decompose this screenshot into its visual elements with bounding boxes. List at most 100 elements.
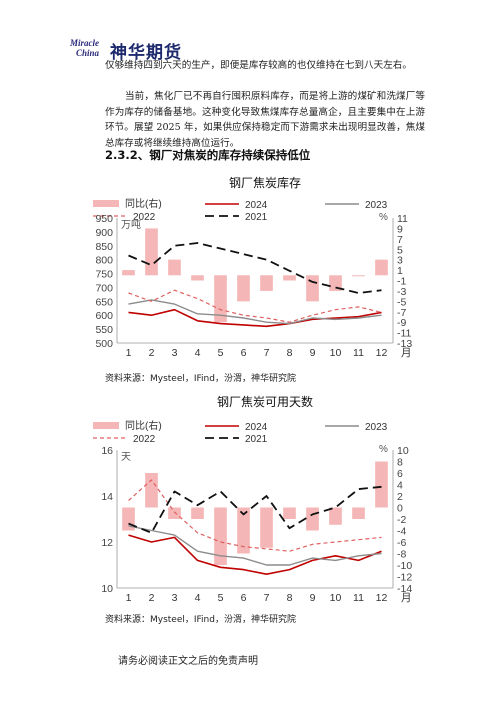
y-tick-right: -8 — [397, 549, 406, 561]
bar-yoy — [352, 507, 365, 519]
bar-yoy — [237, 507, 250, 554]
x-tick-label: 8 — [287, 592, 293, 604]
x-tick-label: 2 — [149, 347, 155, 359]
y-tick-right: 2 — [397, 491, 403, 503]
legend-swatch-yoy — [93, 200, 119, 207]
bar-yoy — [260, 275, 273, 291]
y-tick-right: 1 — [397, 265, 403, 277]
left-axis-unit: 天 — [121, 452, 131, 463]
x-axis-unit: 月 — [401, 592, 412, 604]
legend-label-2023: 2023 — [365, 422, 388, 433]
y-tick-right: 11 — [397, 213, 408, 225]
x-tick-label: 11 — [353, 347, 364, 359]
x-tick-label: 3 — [172, 592, 178, 604]
legend-label-2021: 2021 — [245, 212, 268, 223]
series-line-2022 — [128, 479, 382, 552]
series-line-2022 — [128, 289, 382, 323]
x-tick-label: 7 — [264, 347, 270, 359]
x-tick-label: 7 — [264, 592, 270, 604]
y-tick-left: 14 — [101, 491, 113, 503]
x-tick-label: 1 — [126, 347, 132, 359]
y-tick-right: -2 — [397, 514, 406, 526]
y-tick-right: -9 — [397, 317, 406, 329]
legend-swatch-yoy — [93, 422, 119, 429]
bar-yoy — [375, 461, 388, 508]
y-tick-right: 4 — [397, 480, 403, 492]
x-tick-label: 4 — [195, 347, 201, 359]
x-tick-label: 10 — [330, 347, 342, 359]
x-tick-label: 8 — [287, 347, 293, 359]
chart2-title: 钢厂焦炭可用天数 — [216, 395, 313, 409]
y-tick-right: -12 — [397, 572, 412, 584]
y-tick-right: 0 — [397, 503, 403, 515]
bar-yoy — [191, 275, 204, 281]
y-tick-left: 950 — [95, 213, 113, 225]
series-line-2023 — [128, 525, 382, 566]
y-tick-right: -14 — [397, 583, 412, 595]
series-line-2024 — [128, 308, 382, 328]
paragraph-1: 仅够维持四到六天的生产，即便是库存较高的也仅维持在七到八天左右。 — [105, 60, 412, 71]
bar-yoy — [260, 507, 273, 548]
y-tick-right: -11 — [397, 328, 412, 340]
chart2-source: 资料来源：Mysteel，IFind，汾渭，神华研究院 — [105, 615, 296, 625]
y-tick-left: 700 — [95, 282, 113, 294]
y-tick-left: 12 — [101, 537, 113, 549]
y-tick-right: 7 — [397, 234, 403, 246]
y-tick-right: 9 — [397, 223, 403, 235]
bar-yoy — [214, 507, 227, 565]
x-tick-label: 9 — [310, 347, 316, 359]
logo-text-line2: China — [76, 48, 100, 58]
y-tick-right: 6 — [397, 468, 403, 480]
x-tick-label: 11 — [353, 592, 364, 604]
bar-yoy — [283, 507, 296, 519]
bar-yoy — [237, 275, 250, 302]
series-line-2023 — [128, 299, 382, 325]
y-tick-right: 10 — [397, 445, 409, 457]
y-tick-left: 650 — [95, 296, 113, 308]
y-tick-left: 800 — [95, 255, 113, 267]
x-tick-label: 3 — [172, 347, 178, 359]
legend-label-2022: 2022 — [133, 212, 156, 223]
y-tick-left: 900 — [95, 227, 113, 239]
y-tick-left: 850 — [95, 241, 113, 253]
x-tick-label: 12 — [376, 347, 388, 359]
company-logo: Miracle China — [70, 38, 110, 60]
bar-yoy — [306, 275, 319, 302]
y-tick-right: -5 — [397, 296, 406, 308]
x-tick-label: 2 — [149, 592, 155, 604]
x-axis-unit: 月 — [401, 347, 412, 359]
legend-label-2023: 2023 — [365, 200, 388, 211]
x-tick-label: 1 — [126, 592, 132, 604]
x-tick-label: 6 — [241, 347, 247, 359]
x-tick-label: 10 — [330, 592, 342, 604]
y-tick-right: 5 — [397, 244, 403, 256]
y-tick-right: -10 — [397, 560, 412, 572]
y-tick-left: 10 — [101, 583, 113, 595]
legend-label-2022: 2022 — [133, 434, 156, 445]
bar-yoy — [214, 275, 227, 323]
y-tick-left: 600 — [95, 310, 113, 322]
bar-yoy — [191, 507, 204, 519]
y-tick-left: 550 — [95, 324, 113, 336]
x-tick-label: 12 — [376, 592, 388, 604]
y-tick-right: -13 — [397, 338, 412, 350]
company-name: 神华期货 — [110, 43, 182, 63]
x-tick-label: 9 — [310, 592, 316, 604]
left-axis-unit: 万吨 — [121, 218, 141, 231]
legend-label-2021: 2021 — [245, 434, 268, 445]
bar-yoy — [375, 259, 388, 276]
x-tick-label: 5 — [218, 592, 224, 604]
x-tick-label: 4 — [195, 592, 201, 604]
y-tick-left: 16 — [101, 445, 113, 457]
y-tick-right: -1 — [397, 276, 406, 288]
bar-yoy — [329, 275, 342, 291]
legend-label-yoy: 同比(右) — [125, 197, 162, 210]
legend-label-yoy: 同比(右) — [125, 419, 162, 432]
bar-yoy — [306, 507, 319, 531]
y-tick-right: -6 — [397, 537, 406, 549]
x-tick-label: 5 — [218, 347, 224, 359]
y-tick-right: -7 — [397, 307, 406, 319]
bar-yoy — [145, 228, 158, 276]
